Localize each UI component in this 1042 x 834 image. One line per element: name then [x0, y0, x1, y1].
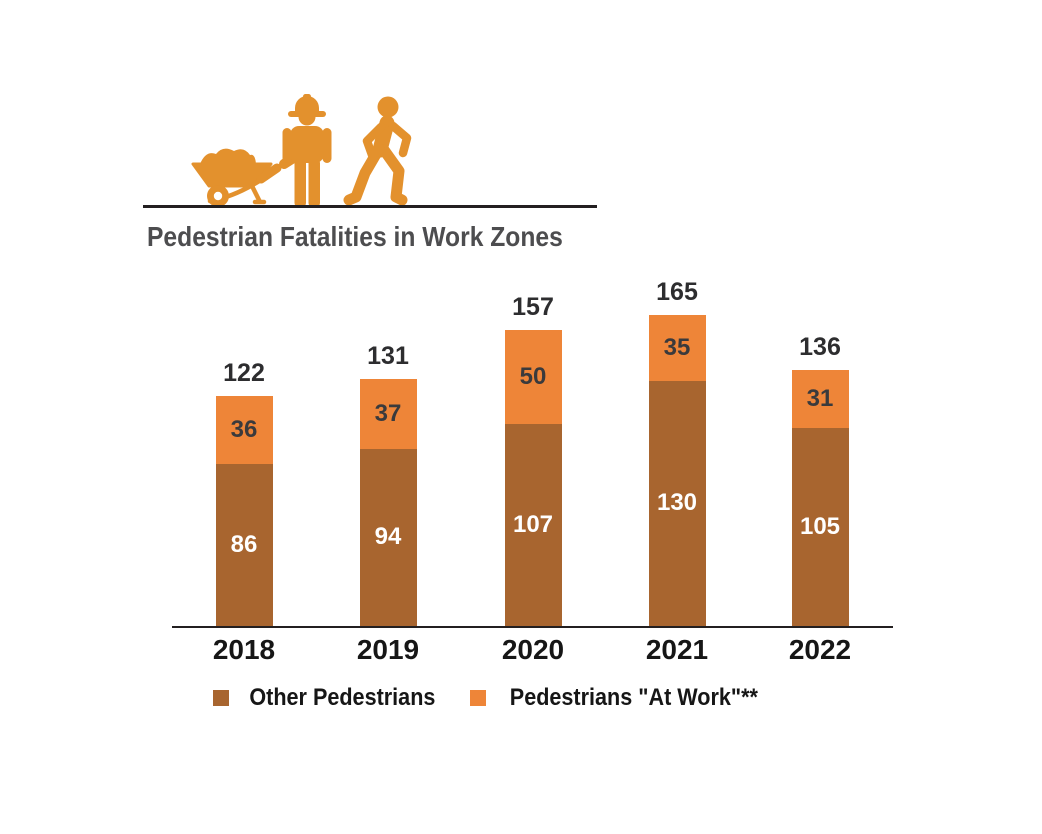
- x-axis-label-2022: 2022: [788, 634, 852, 665]
- total-value-2019: 131: [367, 342, 409, 371]
- bar-segment-at-work-2018: 36: [215, 396, 273, 464]
- segment-value-other-2019: 94: [374, 523, 402, 551]
- total-value-2022: 136: [799, 332, 841, 361]
- total-value-2020: 157: [512, 293, 554, 322]
- x-axis-label-2020: 2020: [501, 634, 565, 665]
- legend-label-pedestrians-at-work: Pedestrians "At Work"**: [509, 684, 758, 711]
- bar-segment-other-pedestrians-2021: 130: [648, 380, 706, 626]
- segment-value-at-work-2018: 36: [230, 415, 258, 443]
- segment-value-other-2021: 130: [656, 489, 698, 517]
- legend-item-pedestrians-at-work: Pedestrians "At Work"**: [469, 684, 772, 712]
- legend-item-other-pedestrians: Other Pedestrians: [213, 684, 446, 712]
- legend-swatch-pedestrians-at-work: [469, 690, 486, 706]
- x-axis-label-2018: 2018: [212, 634, 276, 665]
- bar-2021: 130 35 165: [648, 278, 706, 626]
- chart-title: Pedestrian Fatalities in Work Zones: [147, 221, 620, 253]
- bar-2022: 105 31 136: [791, 333, 849, 626]
- legend-label-other-pedestrians: Other Pedestrians: [249, 684, 436, 711]
- bar-segment-at-work-2022: 31: [791, 369, 849, 428]
- x-axis-label-2019: 2019: [356, 634, 420, 665]
- x-axis-label-2021: 2021: [645, 634, 709, 665]
- segment-value-at-work-2021: 35: [663, 334, 691, 361]
- bar-2020: 107 50 157: [504, 293, 562, 626]
- work-zone-pictogram-group: [191, 94, 412, 207]
- bar-segment-other-pedestrians-2020: 107: [504, 424, 562, 626]
- bar-segment-other-pedestrians-2018: 86: [215, 463, 273, 626]
- total-value-2021: 165: [656, 278, 698, 306]
- segment-value-at-work-2020: 50: [519, 363, 547, 391]
- total-value-2018: 122: [223, 359, 265, 387]
- walking-pedestrian-icon: [343, 96, 412, 206]
- chart-title-text: Pedestrian Fatalities in Work Zones: [147, 221, 563, 252]
- plot-area: 86 36 122 2018 94 37 131 2019 107 50 157 2020 130 35 1…: [172, 278, 893, 665]
- segment-value-at-work-2022: 31: [806, 384, 834, 412]
- legend-swatch-other-pedestrians: [213, 690, 229, 706]
- legend: Other Pedestrians Pedestrians "At Work"*…: [213, 684, 771, 712]
- segment-value-other-2020: 107: [512, 511, 554, 539]
- segment-value-other-2022: 105: [799, 513, 841, 541]
- bar-2018: 86 36 122: [215, 359, 273, 626]
- bar-segment-other-pedestrians-2022: 105: [791, 428, 849, 626]
- wheelbarrow-icon: [191, 148, 300, 207]
- construction-worker-icon: [282, 94, 332, 207]
- bar-segment-other-pedestrians-2019: 94: [359, 448, 417, 626]
- bar-segment-at-work-2020: 50: [504, 330, 562, 425]
- bar-segment-at-work-2021: 35: [648, 315, 706, 381]
- header-rule: [143, 205, 597, 208]
- segment-value-other-2018: 86: [230, 530, 258, 558]
- segment-value-at-work-2019: 37: [374, 399, 402, 427]
- bar-segment-at-work-2019: 37: [359, 379, 417, 449]
- bar-2019: 94 37 131: [359, 342, 417, 626]
